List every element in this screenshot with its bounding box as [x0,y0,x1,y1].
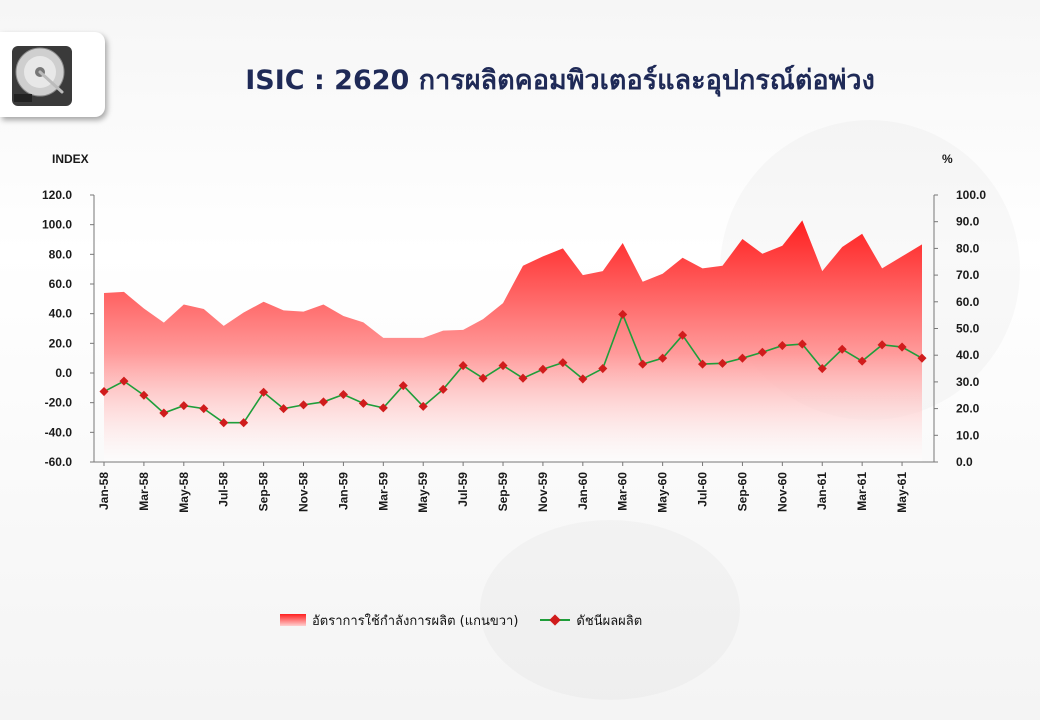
left-tick-label: -40.0 [45,425,73,439]
hard-disk-icon [12,46,72,106]
x-tick-label: Jul-59 [456,472,470,507]
index-point [219,418,229,428]
left-tick-label: -60.0 [45,455,73,469]
index-point [837,344,847,354]
legend-label-capacity: อัตราการใช้กำลังการผลิต (แกนขวา) [312,613,519,629]
axes [93,195,935,463]
left-tick-label: 100.0 [42,218,72,232]
index-point [139,390,149,400]
right-axis-title: % [942,152,953,166]
x-tick-label: May-59 [416,472,430,513]
logo-box [0,32,105,117]
index-point [119,376,129,386]
legend-label-index: ดัชนีผลผลิต [576,613,643,629]
x-tick-label: Sep-60 [735,472,749,512]
x-tick-label: Mar-60 [616,472,630,511]
x-axis: Jan-58 Mar-58 May-58 Jul-58 Sep-58 Nov-58 Jan-… [97,462,909,513]
index-point [199,404,209,414]
legend: อัตราการใช้กำลังการผลิต (แกนขวา) ดัชนีผล… [280,608,642,632]
right-tick-label: 100.0 [956,188,986,202]
capacity-area-series [104,220,922,462]
left-tick-label: 40.0 [49,307,73,321]
index-point [179,401,189,411]
index-point [917,353,927,363]
legend-item-capacity: อัตราการใช้กำลังการผลิต (แกนขวา) [280,610,518,631]
capacity-area [104,220,922,462]
x-tick-label: Mar-59 [376,472,390,511]
index-point [897,342,907,352]
index-point [817,364,827,374]
right-tick-label: 70.0 [956,268,980,282]
left-axis: 120.0 100.0 80.0 60.0 40.0 20.0 0.0 -20.0 -40.0 -… [42,188,94,469]
left-axis-title: INDEX [52,152,89,166]
index-point [239,418,249,428]
x-tick-label: Nov-60 [775,472,789,512]
legend-item-index: ดัชนีผลผลิต [540,610,642,631]
right-axis: 100.0 90.0 80.0 70.0 60.0 50.0 40.0 30.0 20.0 10.… [934,188,986,469]
left-tick-label: 120.0 [42,188,72,202]
x-tick-label: May-61 [895,472,909,513]
x-tick-label: Nov-59 [536,472,550,512]
x-tick-label: Sep-59 [496,472,510,512]
x-tick-label: Jan-61 [815,472,829,510]
legend-swatch-area [280,614,306,626]
index-point [658,353,668,363]
right-tick-label: 50.0 [956,322,980,336]
index-point [678,330,688,340]
x-tick-label: Jan-58 [97,472,111,510]
index-point [797,339,807,349]
index-point [99,387,109,397]
page-title: ISIC : 2620 การผลิตคอมพิวเตอร์และอุปกรณ์… [245,65,875,96]
x-tick-label: Mar-58 [137,472,151,511]
right-tick-label: 10.0 [956,428,980,442]
right-tick-label: 60.0 [956,295,980,309]
index-point [598,364,608,374]
x-tick-label: Jan-60 [576,472,590,510]
x-tick-label: May-58 [177,472,191,513]
right-tick-label: 40.0 [956,348,980,362]
left-tick-label: 20.0 [49,336,73,350]
index-point [698,359,708,369]
x-tick-label: Nov-58 [297,472,311,512]
index-point [877,340,887,350]
x-tick-label: May-60 [656,472,670,513]
left-tick-label: 80.0 [49,247,73,261]
index-point [159,408,169,418]
index-point [737,353,747,363]
left-tick-label: 60.0 [49,277,73,291]
x-tick-label: Sep-58 [257,472,271,512]
index-point [518,373,528,383]
right-tick-label: 80.0 [956,241,980,255]
x-tick-label: Mar-61 [855,472,869,511]
right-tick-label: 20.0 [956,402,980,416]
right-tick-label: 0.0 [956,455,973,469]
index-point [777,341,787,351]
left-tick-label: 0.0 [55,366,72,380]
right-tick-label: 30.0 [956,375,980,389]
x-tick-label: Jul-60 [696,472,710,507]
x-tick-label: Jul-58 [217,472,231,507]
x-tick-label: Jan-59 [336,472,350,510]
right-tick-label: 90.0 [956,215,980,229]
index-point [578,374,588,384]
left-tick-label: -20.0 [45,396,73,410]
legend-swatch-line [540,614,571,626]
index-point [538,364,548,374]
index-point [618,309,628,319]
